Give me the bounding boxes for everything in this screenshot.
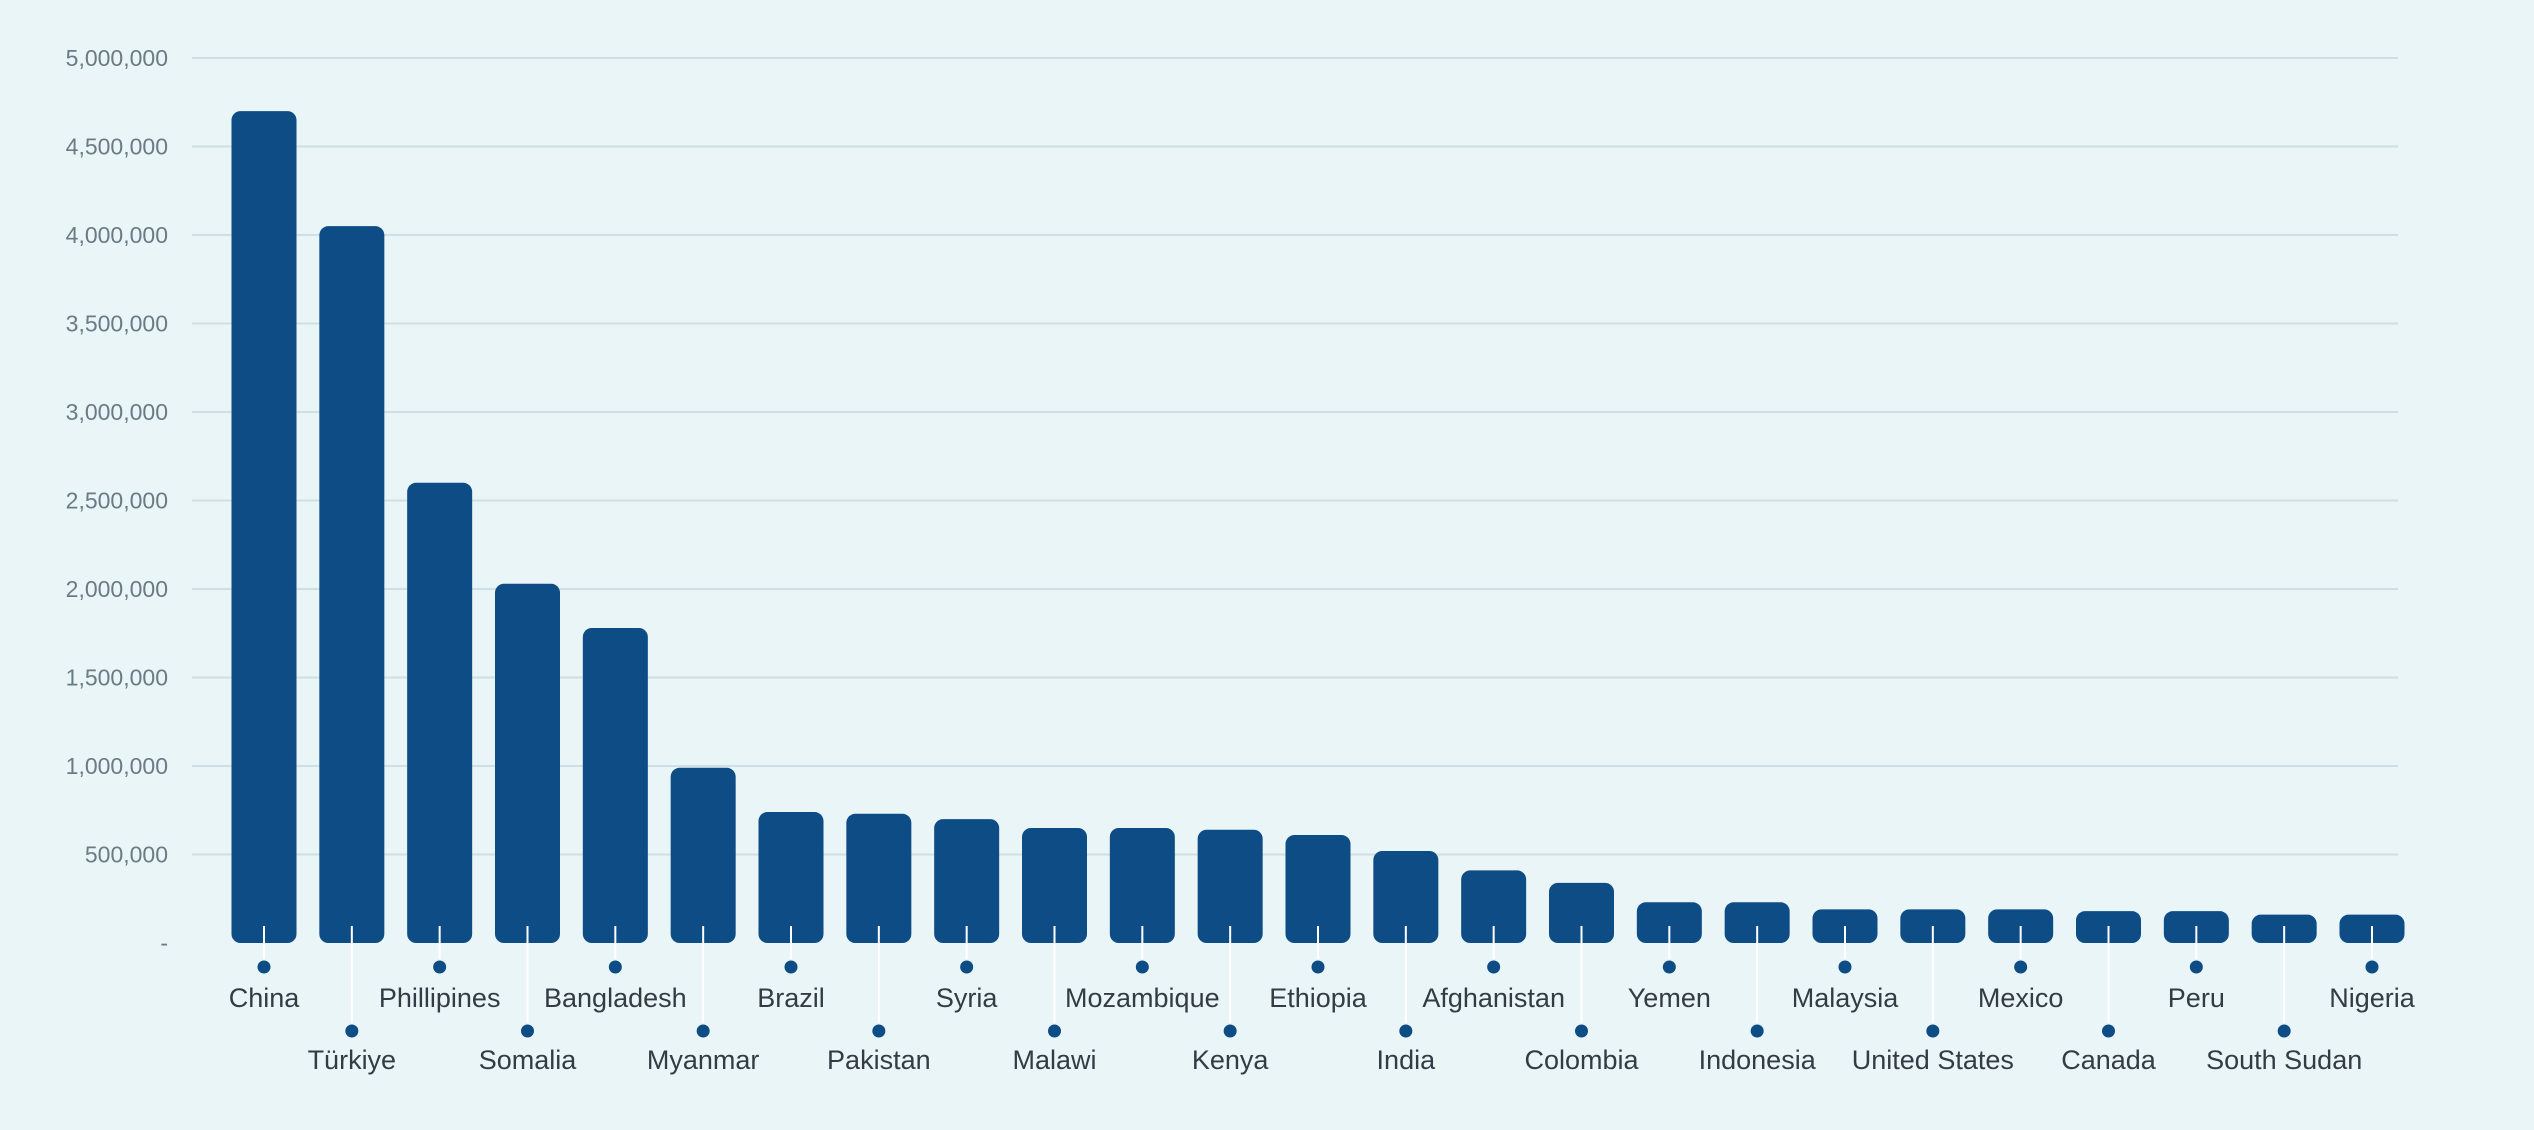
x-category-label: Myanmar — [647, 1045, 760, 1075]
y-tick-label: 2,000,000 — [66, 576, 168, 602]
label-dot — [2014, 960, 2028, 974]
x-category-label: Canada — [2061, 1045, 2157, 1075]
y-tick-label: 4,000,000 — [66, 222, 168, 248]
label-dot — [521, 1024, 534, 1038]
x-category-label: Colombia — [1524, 1045, 1639, 1075]
y-tick-label: 1,000,000 — [66, 753, 168, 779]
label-dot — [1399, 1024, 1413, 1038]
bar-phillipines — [407, 482, 473, 943]
label-dot — [2365, 960, 2379, 974]
bar-indonesia — [1724, 902, 1790, 943]
bars — [231, 111, 2405, 944]
y-axis-tick-labels: - 500,000 1,000,000 1,500,000 2,000,000 2,500… — [66, 45, 168, 956]
label-dot — [960, 960, 974, 974]
x-category-label: Bangladesh — [544, 983, 687, 1013]
label-dot — [257, 960, 271, 974]
bar-t-rkiye — [319, 226, 385, 943]
label-dot — [1048, 1024, 1061, 1038]
label-dot — [1926, 1024, 1940, 1038]
label-dot — [1838, 960, 1852, 974]
bar-bangladesh — [582, 627, 648, 943]
x-category-label: Indonesia — [1699, 1045, 1817, 1075]
bar-india — [1373, 850, 1439, 943]
y-tick-label: 5,000,000 — [66, 45, 168, 71]
bar-kenya — [1197, 829, 1263, 943]
label-dot — [1311, 960, 1325, 974]
bar-ethiopia — [1285, 835, 1351, 943]
bar-china — [231, 111, 297, 944]
x-category-label: Mozambique — [1065, 983, 1220, 1013]
y-tick-label: 3,500,000 — [66, 311, 168, 337]
y-tick-label: - — [160, 930, 168, 956]
label-dot — [1662, 960, 1676, 974]
label-dot — [2102, 1024, 2115, 1038]
x-category-label: Afghanistan — [1422, 983, 1565, 1013]
x-category-label: South Sudan — [2206, 1045, 2362, 1075]
label-dot — [872, 1024, 886, 1038]
bar-myanmar — [670, 767, 736, 943]
bar-mozambique — [1109, 827, 1175, 943]
label-dot — [784, 960, 798, 974]
label-dot — [608, 960, 622, 974]
x-category-label: Ethiopia — [1269, 983, 1368, 1013]
y-tick-label: 500,000 — [85, 842, 168, 868]
label-dot — [1487, 960, 1501, 974]
bar-afghanistan — [1461, 870, 1527, 943]
x-category-label: Syria — [936, 983, 998, 1013]
x-category-label: Phillipines — [379, 983, 501, 1013]
x-category-label: Malawi — [1012, 1045, 1096, 1075]
x-axis-category-labels: China Türkiye Phillipines Somalia Bangladesh… — [229, 926, 2416, 1075]
bar-somalia — [495, 583, 560, 943]
label-dot — [1750, 1024, 1764, 1038]
x-category-label: Türkiye — [308, 1045, 397, 1075]
label-dot — [696, 1024, 710, 1038]
x-category-label: United States — [1852, 1045, 2014, 1075]
bar-syria — [934, 819, 1000, 943]
label-dot — [2189, 960, 2203, 974]
y-tick-label: 3,000,000 — [66, 399, 168, 425]
x-category-label: Kenya — [1192, 1045, 1270, 1075]
bar-yemen — [1636, 902, 1702, 943]
x-category-label: Brazil — [757, 983, 825, 1013]
x-category-label: Malaysia — [1792, 983, 1900, 1013]
label-dot — [433, 960, 447, 974]
label-dot — [1135, 960, 1149, 974]
label-dot — [1575, 1024, 1588, 1038]
y-tick-label: 1,500,000 — [66, 665, 168, 691]
bar-colombia — [1549, 882, 1614, 943]
label-dot — [2277, 1024, 2291, 1038]
x-category-label: Peru — [2168, 983, 2225, 1013]
bar-malawi — [1022, 827, 1087, 943]
y-tick-label: 2,500,000 — [66, 488, 168, 514]
x-category-label: Mexico — [1978, 983, 2064, 1013]
x-category-label: India — [1377, 1045, 1437, 1075]
bar-brazil — [758, 812, 824, 943]
y-tick-label: 4,500,000 — [66, 134, 168, 160]
label-dot — [1223, 1024, 1237, 1038]
x-category-label: Somalia — [479, 1045, 578, 1075]
x-category-label: Nigeria — [2329, 983, 2416, 1013]
x-category-label: Pakistan — [827, 1045, 931, 1075]
label-dot — [345, 1024, 359, 1038]
bar-pakistan — [846, 813, 912, 943]
x-category-label: Yemen — [1628, 983, 1711, 1013]
x-category-label: China — [229, 983, 301, 1013]
